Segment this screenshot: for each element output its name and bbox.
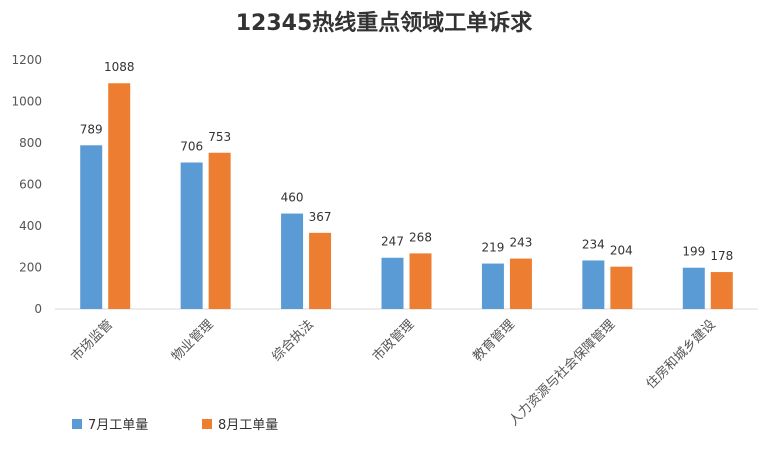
y-tick-label: 0 <box>34 302 42 316</box>
bar-july <box>381 257 404 309</box>
y-tick-label: 600 <box>19 178 42 192</box>
bar-august <box>710 272 733 309</box>
data-label: 243 <box>509 236 532 250</box>
data-label: 268 <box>409 230 432 244</box>
data-label: 199 <box>682 245 705 259</box>
y-tick-label: 800 <box>19 136 42 150</box>
bar-august <box>610 266 633 309</box>
category-label: 综合执法 <box>270 317 317 364</box>
chart-title: 12345热线重点领域工单诉求 <box>236 10 533 36</box>
bar-july <box>481 263 504 309</box>
data-label: 178 <box>710 249 733 263</box>
y-tick-label: 1000 <box>11 95 42 109</box>
legend-swatch-august <box>202 419 212 429</box>
data-label: 367 <box>309 210 332 224</box>
bar-july <box>281 213 304 309</box>
category-label: 市场监管 <box>68 317 116 365</box>
bar-july <box>180 162 203 309</box>
bar-august <box>409 253 432 309</box>
bar-august <box>208 152 231 309</box>
category-label: 物业管理 <box>169 317 216 364</box>
legend-label-july: 7月工单量 <box>88 418 148 433</box>
category-label: 住房和城乡建设 <box>643 317 719 393</box>
category-label: 教育管理 <box>470 317 518 365</box>
bar-july <box>582 260 605 309</box>
bar-august <box>309 232 332 309</box>
y-tick-label: 400 <box>19 219 42 233</box>
data-labels: 789 1088 706 753 460 367 247 268 219 243 234 204 199… <box>80 60 733 263</box>
bars <box>80 83 733 310</box>
y-tick-label: 1200 <box>11 53 42 67</box>
data-label: 247 <box>381 235 404 249</box>
y-axis: 0 200 400 600 800 1000 1200 <box>11 53 42 316</box>
data-label: 460 <box>281 191 304 205</box>
data-label: 789 <box>80 122 103 136</box>
legend-label-august: 8月工单量 <box>218 418 278 433</box>
data-label: 219 <box>481 241 504 255</box>
category-label: 人力资源与社会保障管理 <box>506 317 618 429</box>
bar-august <box>108 83 131 310</box>
bar-august <box>509 258 532 309</box>
data-label: 1088 <box>104 60 135 74</box>
data-label: 753 <box>208 130 231 144</box>
y-tick-label: 200 <box>19 261 42 275</box>
legend-swatch-july <box>72 419 82 429</box>
category-label: 市政管理 <box>369 317 417 365</box>
legend: 7月工单量 8月工单量 <box>72 418 278 433</box>
bar-july <box>80 145 103 309</box>
data-label: 204 <box>610 244 633 258</box>
data-label: 234 <box>582 237 605 251</box>
bar-july <box>682 267 705 309</box>
data-label: 706 <box>180 140 203 154</box>
